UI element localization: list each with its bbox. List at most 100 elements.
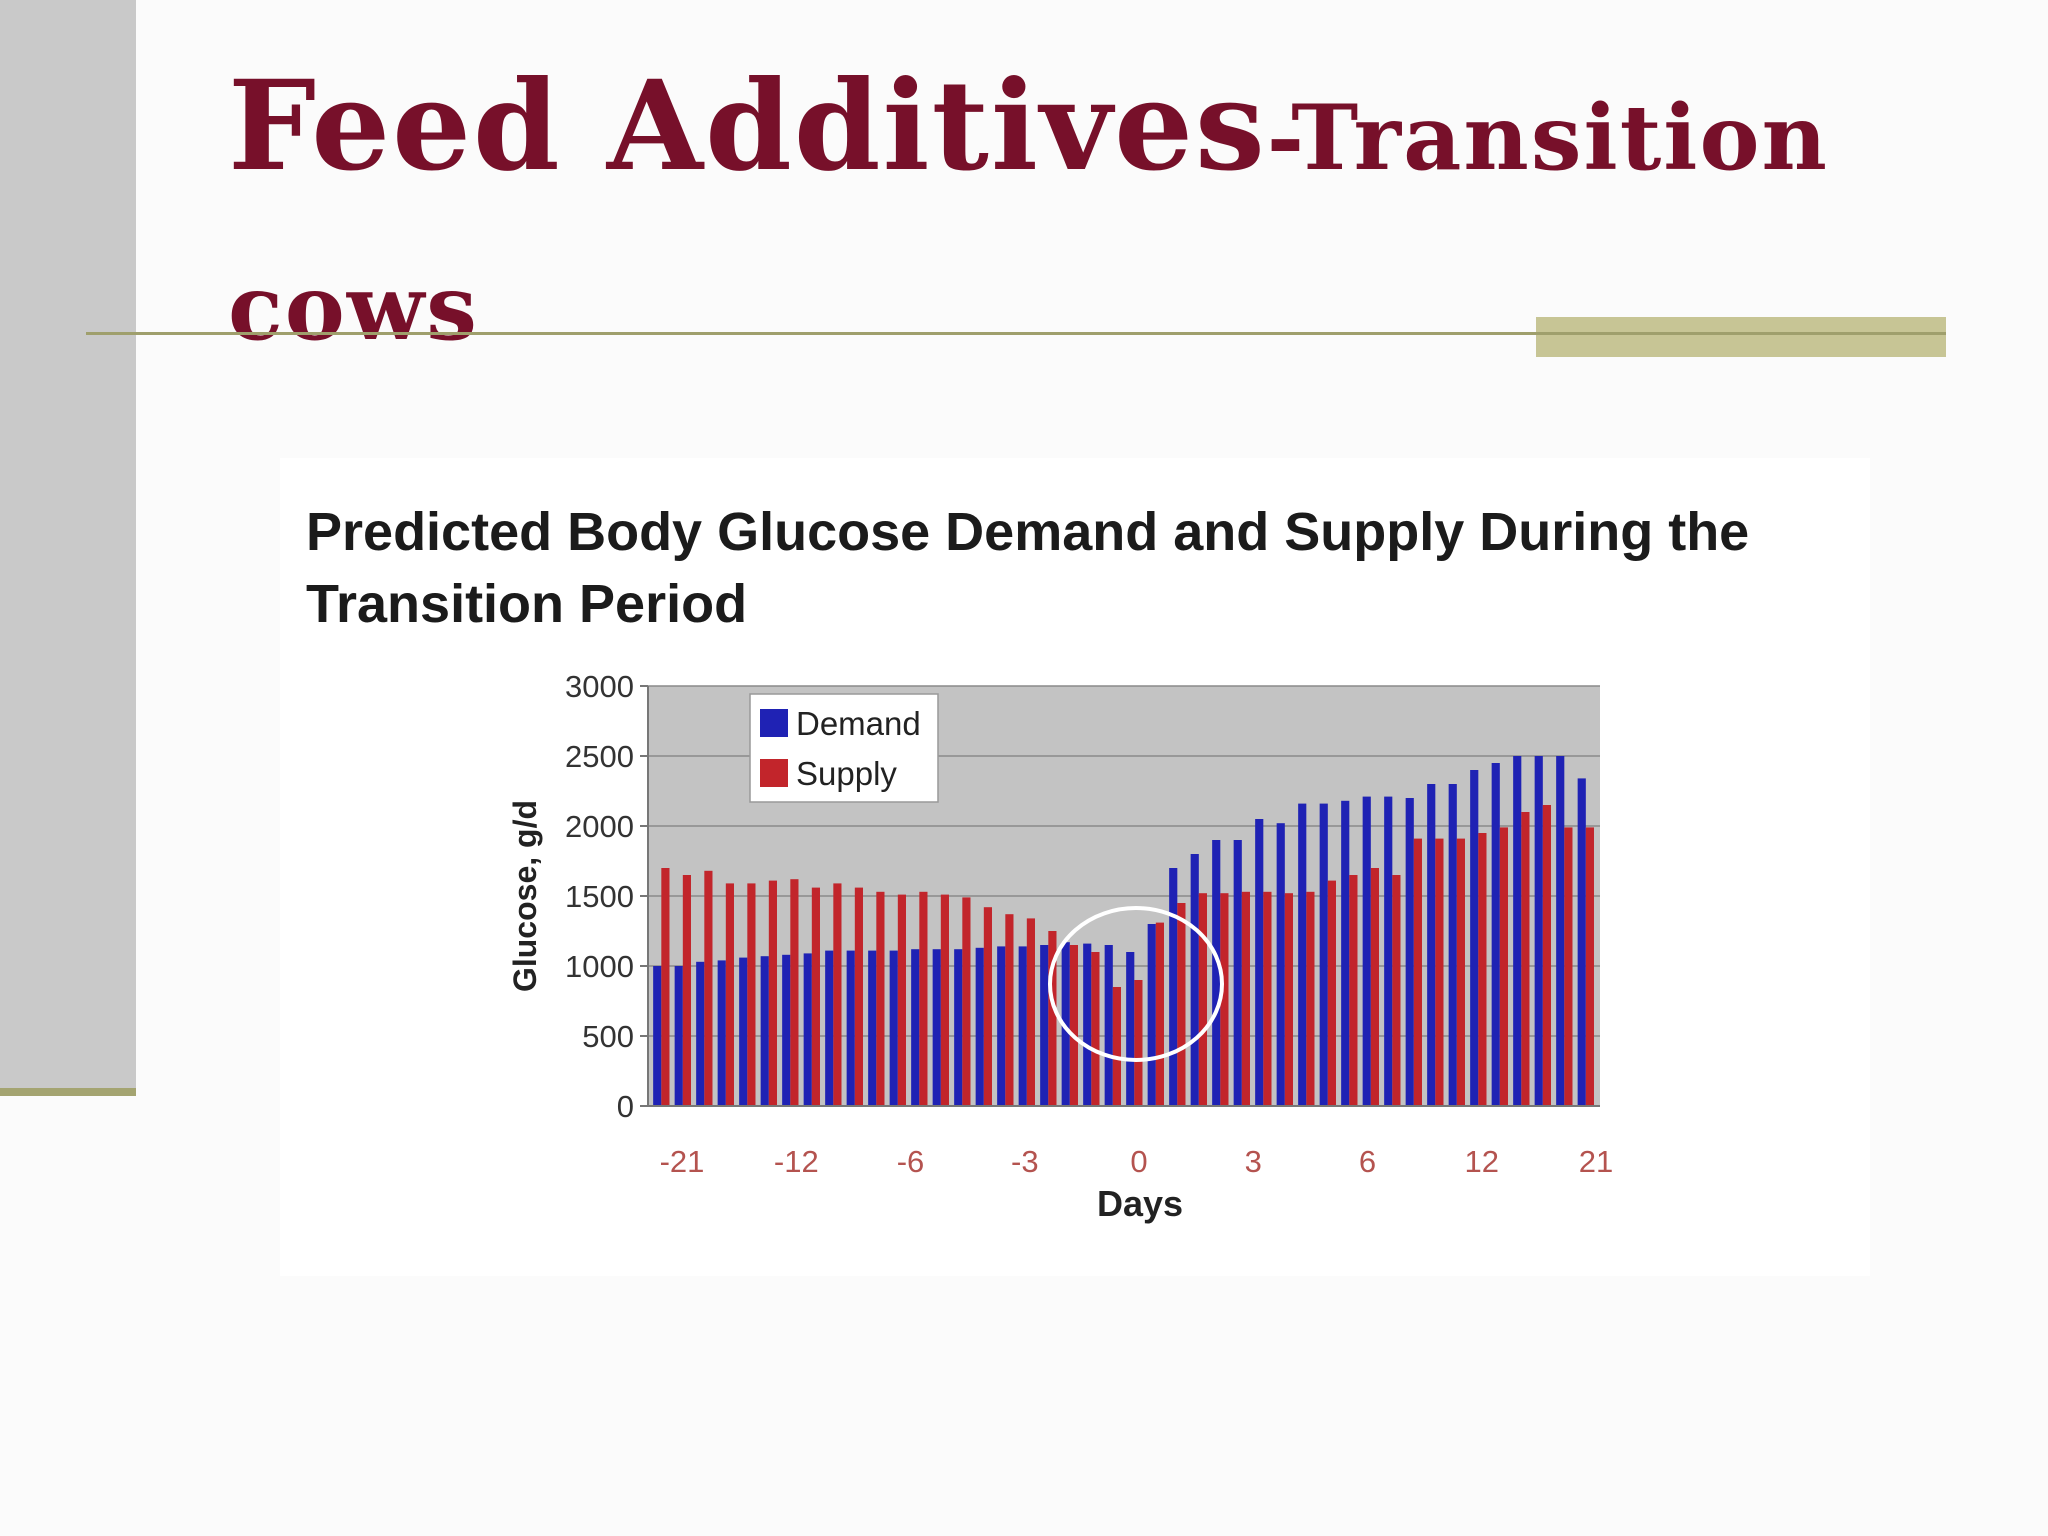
bar-supply: [897, 894, 906, 1106]
bar-demand: [1513, 756, 1522, 1106]
bar-supply: [1306, 891, 1315, 1106]
bar-demand: [1126, 952, 1135, 1106]
bar-supply: [1499, 827, 1508, 1106]
bar-demand: [782, 954, 791, 1106]
y-tick-label: 1000: [565, 949, 634, 984]
bar-supply: [1048, 931, 1057, 1106]
bar-demand: [1319, 803, 1328, 1106]
bar-demand: [889, 950, 898, 1106]
bar-demand: [1491, 763, 1500, 1106]
bar-demand: [1405, 798, 1414, 1106]
bar-demand: [1212, 840, 1221, 1106]
bar-supply: [1564, 827, 1573, 1106]
y-tick-label: 0: [617, 1089, 634, 1124]
y-tick-label: 2500: [565, 739, 634, 774]
legend-label-demand: Demand: [796, 705, 921, 742]
bar-supply: [983, 907, 992, 1106]
bar-supply: [1349, 875, 1358, 1106]
bar-supply: [1112, 987, 1121, 1106]
day-zero-highlight-circle: [1048, 906, 1224, 1062]
bar-demand: [1470, 770, 1479, 1106]
bar-supply: [725, 883, 734, 1106]
bar-demand: [1190, 854, 1199, 1106]
x-tick-label: -12: [774, 1144, 819, 1179]
bar-demand: [653, 966, 662, 1106]
chart-figure: Predicted Body Glucose Demand and Supply…: [280, 458, 1870, 1276]
bar-supply: [661, 868, 670, 1106]
bar-demand: [803, 953, 812, 1106]
bar-demand: [911, 949, 920, 1106]
bar-demand: [717, 960, 726, 1106]
y-tick-label: 500: [582, 1019, 634, 1054]
bar-demand: [1233, 840, 1242, 1106]
bar-supply: [1521, 812, 1530, 1106]
legend-swatch-demand: [760, 709, 788, 737]
bar-supply: [1091, 952, 1100, 1106]
bar-demand: [1083, 943, 1092, 1106]
x-tick-label: -21: [660, 1144, 705, 1179]
bar-demand: [825, 950, 834, 1106]
slide-title: Feed Additives-Transition cows: [228, 52, 2008, 403]
bar-supply: [919, 891, 928, 1106]
bar-supply: [1284, 893, 1293, 1106]
bar-demand: [1255, 819, 1264, 1106]
bar-demand: [1341, 800, 1350, 1106]
x-tick-label: -6: [897, 1144, 925, 1179]
chart-title: Predicted Body Glucose Demand and Supply…: [306, 502, 1750, 634]
bar-demand: [1298, 803, 1307, 1106]
bar-demand: [760, 956, 769, 1106]
y-tick-label: 3000: [565, 669, 634, 704]
bar-demand: [868, 950, 877, 1106]
bar-demand: [739, 957, 748, 1106]
bar-demand: [696, 961, 705, 1106]
bar-supply: [1005, 914, 1014, 1106]
x-tick-label: -3: [1011, 1144, 1039, 1179]
bar-supply: [1456, 838, 1465, 1106]
glucose-bar-chart: 0 500 1000 1500 2000 2500 3000 -21 -12 -6 -3 0 3 6 12…: [507, 669, 1613, 1224]
bar-supply: [1478, 833, 1487, 1106]
bar-demand: [1384, 796, 1393, 1106]
x-tick-label: 0: [1130, 1144, 1147, 1179]
bar-demand: [1427, 784, 1436, 1106]
bar-supply: [790, 879, 799, 1106]
bar-demand: [1040, 945, 1049, 1106]
bar-demand: [1556, 756, 1565, 1106]
bar-supply: [1177, 903, 1186, 1106]
slide-title-rest: -Transition cows: [228, 85, 1829, 361]
bar-supply: [1585, 827, 1594, 1106]
bar-demand: [1061, 942, 1070, 1106]
left-accent-band-edge: [0, 1088, 136, 1096]
bar-demand: [1448, 784, 1457, 1106]
bar-supply: [1069, 945, 1078, 1106]
bar-supply: [1327, 880, 1336, 1106]
chart-legend: Demand Supply: [749, 693, 939, 803]
y-tick-label: 2000: [565, 809, 634, 844]
bar-supply: [682, 875, 691, 1106]
legend-label-supply: Supply: [796, 755, 897, 792]
bar-demand: [997, 946, 1006, 1106]
bar-supply: [747, 883, 756, 1106]
bar-supply: [940, 894, 949, 1106]
bar-supply: [1413, 838, 1422, 1106]
title-divider-accent: [1536, 317, 1946, 357]
bar-supply: [1155, 922, 1164, 1106]
bar-supply: [1542, 805, 1551, 1106]
bar-supply: [1198, 893, 1207, 1106]
y-axis-label: Glucose, g/d: [507, 800, 543, 992]
bar-demand: [1104, 945, 1113, 1106]
x-tick-label: 6: [1359, 1144, 1376, 1179]
bar-supply: [833, 883, 842, 1106]
bar-supply: [1220, 893, 1229, 1106]
bar-demand: [932, 949, 941, 1106]
bar-supply: [1370, 868, 1379, 1106]
y-tick-label: 1500: [565, 879, 634, 914]
bar-demand: [1534, 756, 1543, 1106]
left-accent-band: [0, 0, 136, 1088]
x-tick-label: 21: [1579, 1144, 1613, 1179]
bar-demand: [1362, 796, 1371, 1106]
bar-demand: [954, 949, 963, 1106]
legend-swatch-supply: [760, 759, 788, 787]
bar-supply: [811, 887, 820, 1106]
title-divider-line: [86, 332, 1946, 335]
bar-supply: [1026, 918, 1035, 1106]
